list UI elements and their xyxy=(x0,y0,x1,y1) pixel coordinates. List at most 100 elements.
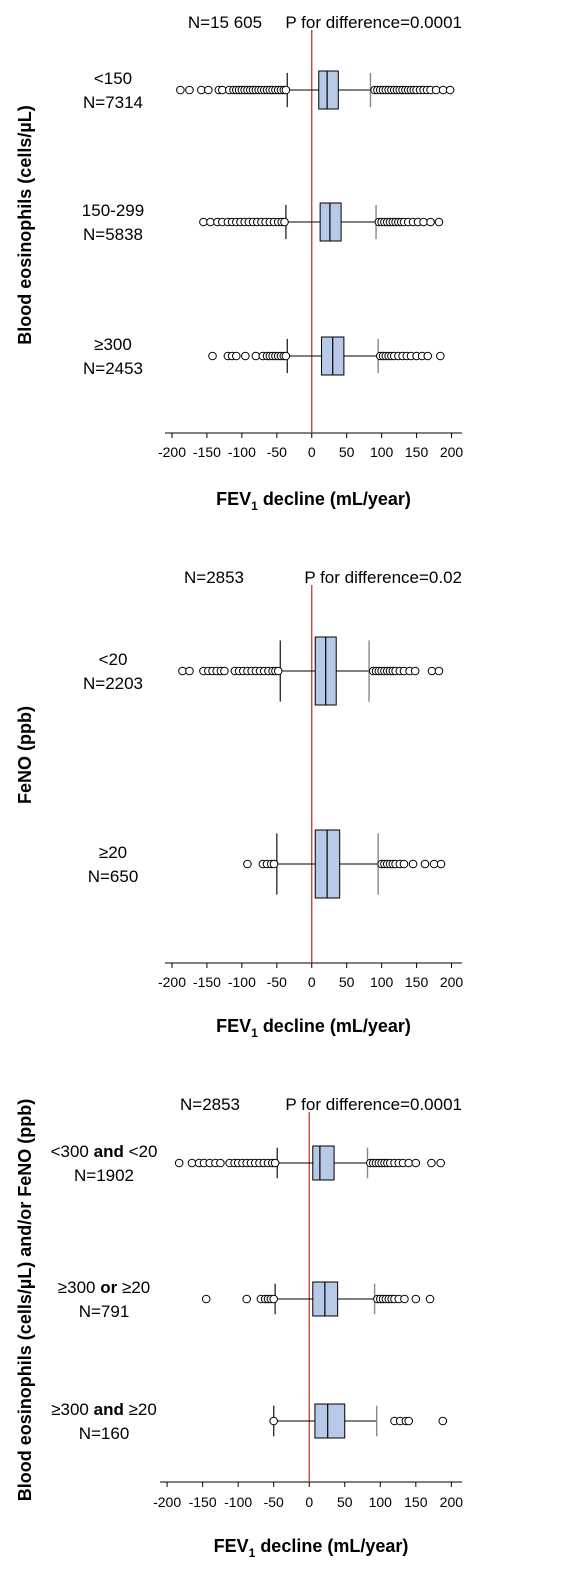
p-value-label: P for difference=0.0001 xyxy=(285,1095,462,1114)
x-tick-label: 150 xyxy=(405,444,429,460)
group-n-label: N=791 xyxy=(79,1302,130,1321)
box-group-3: ≥300 and ≥20 N=160 xyxy=(51,1400,448,1443)
outlier-point xyxy=(434,217,444,227)
x-tick-label: -100 xyxy=(228,974,256,990)
chart-panel-2: N=2853 P for difference=0.02 FeNO (ppb) -20… xyxy=(15,568,464,1040)
x-axis-label-main: FEV xyxy=(216,489,251,509)
x-tick-label: 0 xyxy=(308,444,316,460)
x-tick-label: -150 xyxy=(193,974,221,990)
group-label: ≥300 and ≥20 xyxy=(51,1400,157,1419)
x-tick-label: 100 xyxy=(370,444,394,460)
outlier-point xyxy=(208,351,217,361)
outlier-point xyxy=(408,859,418,869)
group-label-part: and xyxy=(94,1142,124,1161)
group-n-label: N=650 xyxy=(88,867,139,886)
x-tick-label: -50 xyxy=(267,974,287,990)
group-label: ≥300 xyxy=(94,335,132,354)
outlier-point xyxy=(197,85,206,95)
outlier-point xyxy=(438,1416,448,1426)
x-tick-label: -100 xyxy=(228,444,256,460)
x-tick-label: 200 xyxy=(440,1494,464,1510)
group-label-part: or xyxy=(100,1278,117,1297)
outlier-point xyxy=(174,1158,184,1168)
outlier-point xyxy=(445,85,455,95)
x-axis-label-rest: decline (mL/year) xyxy=(258,1016,411,1036)
x-tick-label: 150 xyxy=(404,1494,428,1510)
group-label-part: <300 xyxy=(51,1142,94,1161)
x-axis-label-subscript: 1 xyxy=(251,1026,258,1040)
outlier-point xyxy=(438,85,448,95)
chart-panel-1: N=15 605 P for difference=0.0001 Blood eos… xyxy=(15,13,464,513)
outlier-point xyxy=(431,85,441,95)
outlier-point xyxy=(404,1158,414,1168)
box-group-2: ≥300 or ≥20 N=791 xyxy=(58,1278,435,1321)
group-label: ≥300 or ≥20 xyxy=(58,1278,150,1297)
iqr-box xyxy=(319,202,342,242)
outlier-point xyxy=(280,217,289,227)
outlier-point xyxy=(242,1294,251,1304)
outlier-point xyxy=(429,859,439,869)
p-value-label: P for difference=0.02 xyxy=(304,568,462,587)
outlier-point xyxy=(420,859,430,869)
iqr-box xyxy=(312,1145,335,1181)
x-tick-label: 0 xyxy=(305,1494,313,1510)
outlier-point xyxy=(269,1294,278,1304)
x-axis-label: FEV1 decline (mL/year) xyxy=(216,1016,411,1040)
x-axis-label-main: FEV xyxy=(214,1536,249,1556)
x-tick-label: -200 xyxy=(158,444,186,460)
outlier-point xyxy=(269,859,279,869)
outlier-point xyxy=(270,1158,280,1168)
x-tick-label: 200 xyxy=(440,974,464,990)
iqr-box xyxy=(318,70,339,110)
group-n-label: N=2453 xyxy=(83,359,143,378)
x-tick-label: 150 xyxy=(405,974,429,990)
outlier-point xyxy=(410,666,420,676)
x-tick-label: 100 xyxy=(369,1494,393,1510)
x-tick-label: -200 xyxy=(153,1494,181,1510)
outlier-point xyxy=(436,1158,445,1168)
group-n-label: N=5838 xyxy=(83,225,143,244)
outlier-point xyxy=(243,859,252,869)
x-tick-label: 200 xyxy=(440,444,464,460)
x-tick-label: -200 xyxy=(158,974,186,990)
outlier-point xyxy=(201,1294,211,1304)
total-n-label: N=2853 xyxy=(184,568,244,587)
group-label: <300 and <20 xyxy=(51,1142,158,1161)
x-axis-label-rest: decline (mL/year) xyxy=(258,489,411,509)
outlier-point xyxy=(231,351,241,361)
outlier-point xyxy=(427,666,437,676)
group-label-part: <20 xyxy=(124,1142,158,1161)
x-tick-label: 50 xyxy=(337,1494,353,1510)
group-n-label: N=160 xyxy=(79,1424,130,1443)
y-axis-label: FeNO (ppb) xyxy=(15,706,35,804)
box-group-2: ≥20 N=650 xyxy=(88,829,446,899)
box-group-2: 150-299 N=5838 xyxy=(82,201,444,244)
group-label: <150 xyxy=(94,69,132,88)
outlier-point xyxy=(434,666,444,676)
outlier-point xyxy=(281,351,291,361)
total-n-label: N=2853 xyxy=(180,1095,240,1114)
outlier-point xyxy=(178,666,187,676)
outlier-point xyxy=(425,1294,435,1304)
outlier-point xyxy=(216,1158,225,1168)
x-axis-label: FEV1 decline (mL/year) xyxy=(216,489,411,513)
outlier-point xyxy=(199,217,208,227)
outlier-point xyxy=(206,217,215,227)
outlier-point xyxy=(436,351,445,361)
group-label: ≥20 xyxy=(99,843,127,862)
outlier-point xyxy=(427,1158,436,1168)
x-tick-label: -50 xyxy=(267,444,287,460)
outlier-point xyxy=(176,85,185,95)
box-group-1: <150 N=7314 xyxy=(83,69,455,112)
outlier-point xyxy=(269,1416,278,1426)
x-axis-label-rest: decline (mL/year) xyxy=(255,1536,408,1556)
group-label-part: ≥20 xyxy=(117,1278,150,1297)
iqr-box xyxy=(314,1403,346,1439)
p-value-label: P for difference=0.0001 xyxy=(285,13,462,32)
outlier-point xyxy=(218,85,227,95)
x-tick-label: 0 xyxy=(308,974,316,990)
outlier-point xyxy=(404,1416,414,1426)
outlier-point xyxy=(399,859,409,869)
group-label-part: ≥300 xyxy=(51,1400,93,1419)
